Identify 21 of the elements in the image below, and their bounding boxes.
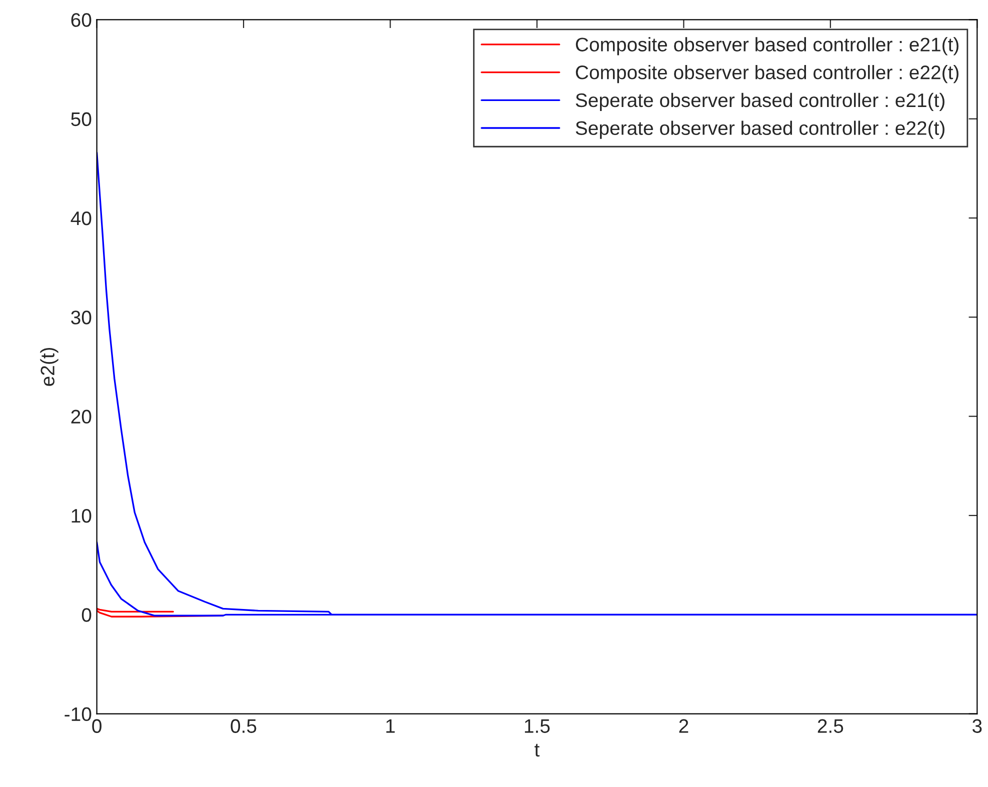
y-axis-title: e2(t) bbox=[40, 348, 58, 386]
legend-label: Composite observer based controller : e21(t) bbox=[576, 37, 958, 56]
legend-label: Composite observer based controller : e22(t) bbox=[576, 65, 958, 84]
x-tick-label: 0 bbox=[92, 719, 102, 733]
legend-label: Seperate observer based controller : e22(t) bbox=[576, 120, 944, 139]
x-tick-label: 1 bbox=[386, 719, 395, 733]
y-tick-label: 20 bbox=[71, 410, 92, 424]
x-axis-title: t bbox=[534, 744, 540, 757]
x-tick-label: 1.5 bbox=[524, 719, 550, 733]
x-tick-label: 2.5 bbox=[818, 719, 844, 733]
y-tick-label: 30 bbox=[71, 310, 92, 324]
y-tick-label: 10 bbox=[72, 508, 92, 523]
legend-label: Seperate observer based controller : e21(t) bbox=[576, 92, 944, 111]
y-tick-label: 0 bbox=[82, 608, 92, 622]
x-tick-label: 2 bbox=[679, 719, 688, 733]
y-tick-label: 40 bbox=[70, 211, 92, 226]
y-tick-label: 50 bbox=[71, 112, 92, 126]
x-tick-label: 3 bbox=[972, 719, 982, 733]
y-tick-label: 60 bbox=[71, 13, 92, 27]
x-tick-label: 0.5 bbox=[230, 719, 256, 733]
y-tick-label: -10 bbox=[64, 707, 92, 722]
